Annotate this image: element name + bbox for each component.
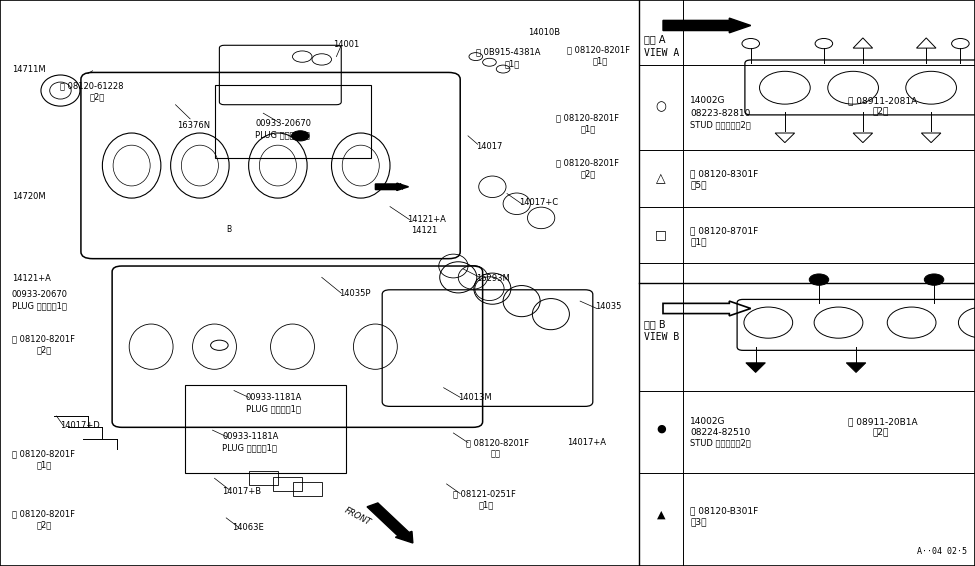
Text: 14010B: 14010B <box>528 28 561 37</box>
Text: （2）: （2） <box>580 170 596 179</box>
Text: Ⓑ 08121-0251F: Ⓑ 08121-0251F <box>453 489 516 498</box>
Text: （2）: （2） <box>873 427 889 436</box>
Text: 矢視 A: 矢視 A <box>644 35 665 45</box>
Circle shape <box>924 274 944 285</box>
Text: 14035P: 14035P <box>339 289 370 298</box>
Text: FRONT: FRONT <box>343 505 372 527</box>
Text: （1）: （1） <box>479 500 494 509</box>
Text: 14017+D: 14017+D <box>60 421 100 430</box>
Text: Ⓑ 08120-8201F: Ⓑ 08120-8201F <box>466 438 529 447</box>
Text: 16293M: 16293M <box>476 274 510 283</box>
Text: ○: ○ <box>655 100 667 113</box>
Bar <box>249 471 278 485</box>
Text: 14017+A: 14017+A <box>567 438 606 447</box>
Text: （2）: （2） <box>37 521 53 530</box>
Text: 14063E: 14063E <box>232 523 264 532</box>
Text: A: A <box>398 183 403 192</box>
Text: Ⓝ 08911-2081A: Ⓝ 08911-2081A <box>848 96 917 105</box>
FancyArrow shape <box>663 301 751 316</box>
Circle shape <box>809 274 829 285</box>
Text: 16376N: 16376N <box>177 121 211 130</box>
Text: Ⓑ 08120-8201F: Ⓑ 08120-8201F <box>12 509 75 518</box>
Text: 14121+A: 14121+A <box>408 215 447 224</box>
Text: Ⓝ 08911-20B1A: Ⓝ 08911-20B1A <box>848 417 917 426</box>
Bar <box>185 385 346 473</box>
Text: Ⓑ 08120-8701F: Ⓑ 08120-8701F <box>690 226 759 235</box>
Text: 14711M: 14711M <box>12 65 45 74</box>
Text: STUD スタッド（2）: STUD スタッド（2） <box>690 438 751 447</box>
Text: （1）: （1） <box>505 59 521 68</box>
FancyArrow shape <box>663 18 751 33</box>
Polygon shape <box>746 363 765 372</box>
Text: △: △ <box>656 172 666 185</box>
Text: 14121+A: 14121+A <box>12 274 51 283</box>
Text: 08224-82510: 08224-82510 <box>690 428 751 437</box>
Text: VIEW A: VIEW A <box>644 48 679 58</box>
FancyArrow shape <box>375 183 409 190</box>
Text: 00933-1181A: 00933-1181A <box>222 432 279 441</box>
Bar <box>273 477 302 491</box>
Text: （2）: （2） <box>90 93 105 102</box>
Text: Ⓑ 08120-B301F: Ⓑ 08120-B301F <box>690 507 759 516</box>
Circle shape <box>211 340 228 350</box>
FancyArrow shape <box>367 503 412 543</box>
Text: □: □ <box>655 229 667 241</box>
Text: Ⓑ 08120-8201F: Ⓑ 08120-8201F <box>556 113 619 122</box>
Text: 14017: 14017 <box>476 142 502 151</box>
Text: 14035: 14035 <box>595 302 621 311</box>
Text: 14013M: 14013M <box>458 393 491 402</box>
Text: 〈1〉: 〈1〉 <box>690 237 707 246</box>
Text: 14720M: 14720M <box>12 192 45 201</box>
Text: B: B <box>226 225 231 234</box>
Text: （1）: （1） <box>593 57 608 66</box>
Text: 14002G: 14002G <box>690 96 725 105</box>
Text: PLUG プラグ（1）: PLUG プラグ（1） <box>222 444 277 453</box>
Bar <box>214 85 370 158</box>
Text: 08223-82810: 08223-82810 <box>690 109 751 118</box>
Text: Ⓑ 08120-8201F: Ⓑ 08120-8201F <box>12 334 75 343</box>
Text: Ⓦ 0B915-4381A: Ⓦ 0B915-4381A <box>476 48 540 57</box>
Polygon shape <box>846 363 866 372</box>
Circle shape <box>292 131 309 141</box>
Text: 〈1〉: 〈1〉 <box>37 461 53 470</box>
Text: （5）: （5） <box>690 181 707 190</box>
Text: （）: （） <box>490 449 500 458</box>
Text: Ⓑ 08120-8201F: Ⓑ 08120-8201F <box>12 449 75 458</box>
Text: 14017+C: 14017+C <box>519 198 558 207</box>
Text: PLUG プラグ（1）: PLUG プラグ（1） <box>12 301 66 310</box>
Text: PLUG プラグ（1）: PLUG プラグ（1） <box>255 130 310 139</box>
Text: （1）: （1） <box>580 125 596 134</box>
Text: （2）: （2） <box>37 345 53 354</box>
Text: ●: ● <box>656 423 666 434</box>
Text: Ⓑ 08120-8201F: Ⓑ 08120-8201F <box>556 158 619 168</box>
Text: ▲: ▲ <box>657 510 665 520</box>
Text: 14002G: 14002G <box>690 417 725 426</box>
Text: 14017+B: 14017+B <box>222 487 261 496</box>
Text: 14001: 14001 <box>333 40 360 49</box>
Text: Ⓑ 08120-8301F: Ⓑ 08120-8301F <box>690 169 759 178</box>
Text: Ⓑ 08120-61228: Ⓑ 08120-61228 <box>60 82 124 91</box>
Text: 14121: 14121 <box>411 226 438 235</box>
Text: PLUG プラグ（1）: PLUG プラグ（1） <box>246 404 300 413</box>
Text: A··04 02·5: A··04 02·5 <box>917 547 967 556</box>
Text: 00933-20670: 00933-20670 <box>255 119 311 128</box>
Text: STUD スタッド（2）: STUD スタッド（2） <box>690 120 751 129</box>
Text: VIEW B: VIEW B <box>644 332 679 342</box>
Text: 00933-20670: 00933-20670 <box>12 290 67 299</box>
Text: 00933-1181A: 00933-1181A <box>246 393 302 402</box>
Text: （2）: （2） <box>873 106 889 115</box>
Text: Ⓑ 08120-8201F: Ⓑ 08120-8201F <box>567 45 631 54</box>
Text: 〈3〉: 〈3〉 <box>690 517 707 526</box>
Text: 矢視 B: 矢視 B <box>644 319 665 329</box>
Bar <box>292 482 322 496</box>
